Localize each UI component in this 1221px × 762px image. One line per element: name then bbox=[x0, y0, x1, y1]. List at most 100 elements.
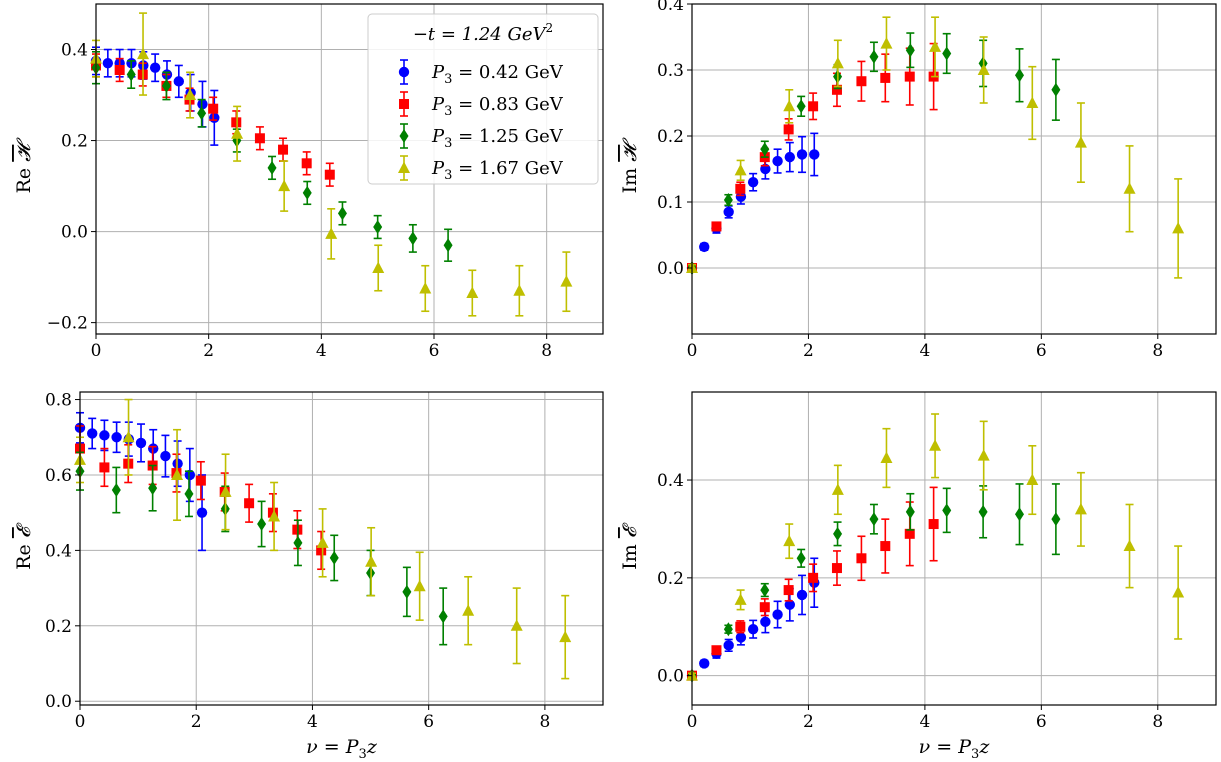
y-tick-label: 0.6 bbox=[45, 466, 72, 486]
x-tick-label: 8 bbox=[1152, 712, 1163, 732]
data-point bbox=[302, 185, 312, 200]
data-point bbox=[1015, 68, 1024, 83]
y-axis-label: Re 𝓗 bbox=[13, 137, 35, 194]
data-point bbox=[1172, 586, 1185, 598]
data-point bbox=[747, 177, 759, 188]
legend-title-main: −t = 1.24 GeV bbox=[413, 24, 548, 45]
legend-entry: P3 = 1.25 GeV bbox=[399, 123, 564, 151]
data-point bbox=[977, 449, 990, 461]
x-tick-label: 4 bbox=[316, 341, 327, 361]
data-point bbox=[443, 238, 453, 253]
x-tick-label: 2 bbox=[803, 712, 814, 732]
legend-label-var: P bbox=[431, 94, 445, 115]
data-point bbox=[184, 469, 196, 481]
axes-frame bbox=[691, 391, 1217, 706]
x-tick-label: 0 bbox=[687, 341, 698, 361]
data-point bbox=[942, 503, 952, 518]
legend-title-sup: 2 bbox=[546, 21, 554, 35]
x-tick-label: 6 bbox=[429, 341, 440, 361]
data-point bbox=[135, 437, 147, 449]
data-point bbox=[734, 163, 747, 176]
data-point bbox=[160, 450, 171, 462]
data-point bbox=[111, 432, 122, 443]
data-point bbox=[783, 585, 794, 596]
data-point bbox=[856, 553, 867, 564]
data-point bbox=[126, 67, 136, 82]
data-point bbox=[747, 623, 759, 635]
x-tick-label: 4 bbox=[307, 712, 318, 732]
data-point bbox=[114, 65, 125, 75]
data-point bbox=[337, 206, 347, 221]
data-point bbox=[197, 106, 207, 121]
y-tick-label: 0.0 bbox=[657, 259, 684, 279]
series-1 bbox=[686, 557, 820, 681]
data-point bbox=[278, 179, 291, 192]
series-2 bbox=[75, 425, 327, 571]
data-point bbox=[905, 504, 915, 519]
series-1 bbox=[74, 411, 208, 552]
y-tick-label: 0.3 bbox=[657, 61, 684, 81]
series-4 bbox=[74, 398, 572, 680]
data-point bbox=[195, 475, 206, 486]
data-point bbox=[880, 451, 893, 464]
data-point bbox=[219, 485, 232, 497]
data-point bbox=[99, 430, 110, 441]
data-point bbox=[1074, 502, 1087, 515]
y-axis-label-prefix: Re bbox=[13, 538, 35, 570]
data-point bbox=[438, 609, 448, 624]
data-point bbox=[184, 88, 197, 101]
data-point bbox=[372, 261, 385, 273]
data-point bbox=[831, 84, 842, 95]
series-3 bbox=[687, 32, 1061, 275]
series-3 bbox=[75, 451, 448, 646]
data-point bbox=[278, 144, 289, 155]
data-point bbox=[856, 76, 867, 87]
y-axis-label: Im 𝓔 bbox=[619, 522, 641, 570]
data-point bbox=[560, 275, 573, 287]
legend-label-sub: 3 bbox=[444, 136, 452, 151]
data-point bbox=[929, 439, 942, 451]
y-tick-label: 0.8 bbox=[45, 391, 72, 411]
data-point bbox=[184, 486, 194, 501]
data-point bbox=[402, 584, 412, 599]
data-point bbox=[784, 151, 796, 163]
x-axis-label-post: z bbox=[366, 736, 378, 758]
y-axis-label-prefix: Re bbox=[13, 162, 35, 194]
legend-marker bbox=[398, 161, 410, 173]
data-point bbox=[87, 428, 98, 439]
x-tick-label: 2 bbox=[191, 712, 202, 732]
data-point bbox=[784, 599, 796, 610]
data-point bbox=[808, 572, 819, 583]
data-point bbox=[928, 519, 939, 530]
data-point bbox=[316, 536, 329, 548]
legend-label-sub: 3 bbox=[444, 168, 452, 183]
y-tick-label: 0.4 bbox=[61, 41, 88, 61]
data-point bbox=[723, 622, 733, 637]
data-point bbox=[904, 71, 915, 82]
data-point bbox=[833, 526, 843, 541]
data-point bbox=[324, 169, 335, 180]
data-point bbox=[513, 284, 526, 296]
legend-entry: P3 = 0.83 GeV bbox=[399, 91, 564, 119]
legend-marker bbox=[398, 66, 410, 78]
y-tick-label: 0.2 bbox=[61, 132, 88, 152]
data-point bbox=[301, 158, 312, 169]
data-point bbox=[316, 545, 327, 556]
legend-label-value: = 0.42 GeV bbox=[452, 62, 563, 83]
data-point bbox=[783, 124, 794, 135]
y-tick-label: 0.1 bbox=[657, 193, 684, 213]
data-point bbox=[413, 579, 426, 592]
y-tick-label: 0.4 bbox=[657, 471, 684, 491]
data-point bbox=[942, 46, 952, 61]
legend-label: P3 = 1.25 GeV bbox=[431, 126, 564, 151]
x-axis-label-var: P bbox=[957, 736, 972, 758]
data-point bbox=[1015, 507, 1024, 522]
data-point bbox=[723, 640, 734, 651]
data-point bbox=[723, 193, 733, 208]
legend-entry: P3 = 0.42 GeV bbox=[398, 59, 564, 87]
data-point bbox=[735, 632, 747, 643]
data-point bbox=[510, 619, 523, 631]
data-point bbox=[723, 206, 734, 218]
data-point bbox=[419, 281, 432, 294]
